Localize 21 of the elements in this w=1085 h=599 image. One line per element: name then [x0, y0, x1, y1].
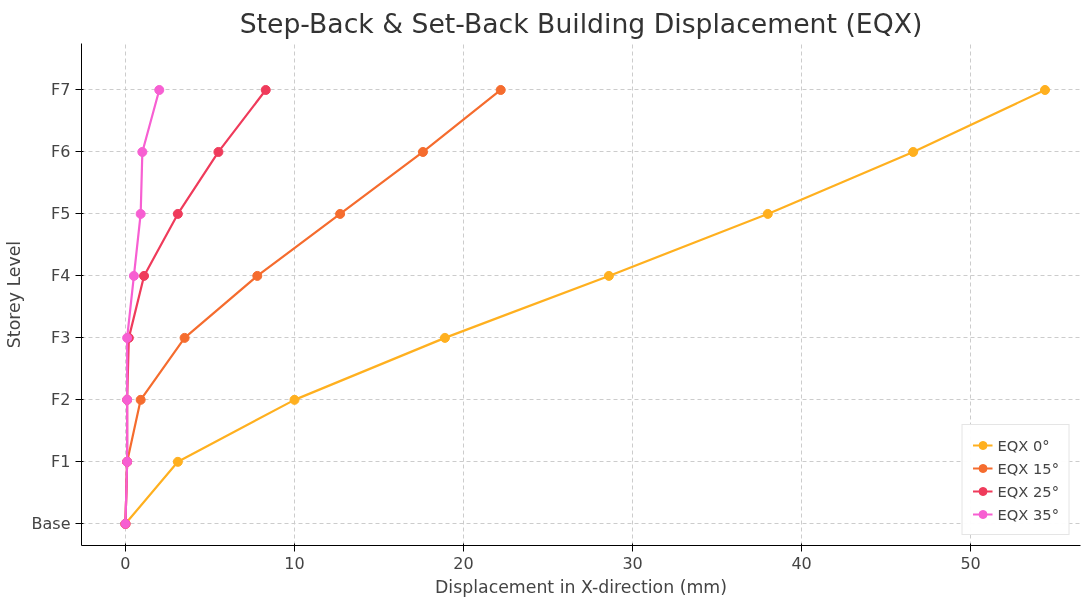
y-tick-label: F4 — [51, 266, 71, 286]
y-tick-label: F7 — [51, 80, 71, 100]
y-tick-label: F3 — [51, 328, 71, 348]
y-tick-label: F5 — [51, 204, 71, 224]
x-tick-label: 0 — [120, 553, 131, 573]
x-tick-label: 10 — [284, 553, 305, 573]
y-tick-label: Base — [31, 514, 71, 534]
x-tick-label: 20 — [453, 553, 474, 573]
legend-label: EQX 25° — [997, 482, 1059, 500]
y-tick-label: F6 — [51, 142, 71, 162]
x-tick-label: 40 — [791, 553, 812, 573]
legend-label: EQX 15° — [997, 459, 1059, 477]
legend-label: EQX 35° — [997, 505, 1059, 523]
x-tick-label: 30 — [622, 553, 643, 573]
chart-title: Step-Back & Set-Back Building Displacement (EQX) — [239, 7, 923, 39]
x-tick-label: 50 — [960, 553, 981, 573]
x-axis-title: Displacement in X-direction (mm) — [435, 576, 727, 597]
y-tick-label: F1 — [51, 452, 71, 472]
y-axis-title: Storey Level — [3, 240, 24, 349]
legend-label: EQX 0° — [997, 436, 1050, 454]
y-tick-label: F2 — [51, 390, 71, 410]
